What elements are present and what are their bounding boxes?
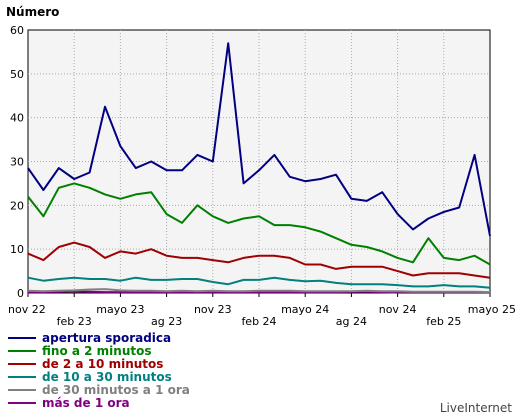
x-tick-label: nov 24 <box>379 303 417 316</box>
x-tick-label: mayo 25 <box>468 303 516 316</box>
y-tick-label: 60 <box>10 24 24 37</box>
x-tick-label: feb 25 <box>426 315 461 328</box>
y-tick-label: 0 <box>17 287 24 300</box>
brand-label: LiveInternet <box>440 401 512 415</box>
x-tick-label: nov 22 <box>8 303 46 316</box>
x-tick-label: feb 23 <box>57 315 92 328</box>
series-lines <box>27 42 491 294</box>
legend-label: apertura sporadica <box>42 331 171 345</box>
x-tick-label: mayo 23 <box>96 303 144 316</box>
y-tick-label: 20 <box>10 199 24 212</box>
x-axis-ticks: nov 22 feb 23 mayo 23 ag 23 nov 23 feb 24 mayo… <box>8 293 516 328</box>
x-tick-label: nov 23 <box>194 303 232 316</box>
x-tick-label: ag 23 <box>151 315 182 328</box>
y-axis-ticks: 0 10 20 30 40 50 60 <box>10 24 24 300</box>
x-tick-label: feb 24 <box>241 315 276 328</box>
y-tick-label: 10 <box>10 243 24 256</box>
series-line-4 <box>27 288 491 294</box>
y-tick-label: 50 <box>10 68 24 81</box>
series-line-0 <box>27 42 491 237</box>
y-tick-label: 30 <box>10 156 24 169</box>
legend-label: de 10 a 30 minutos <box>42 370 172 384</box>
x-tick-label: ag 24 <box>336 315 367 328</box>
series-line-2 <box>27 241 491 279</box>
legend-label: más de 1 ora <box>42 396 130 410</box>
x-tick-label: mayo 24 <box>281 303 329 316</box>
y-tick-label: 40 <box>10 112 24 125</box>
legend-label: de 30 minutos a 1 ora <box>42 383 190 397</box>
y-axis-title: Número <box>6 5 59 19</box>
series-line-3 <box>27 276 491 289</box>
legend-label: fino a 2 minutos <box>42 344 152 358</box>
grid <box>28 30 490 293</box>
legend-label: de 2 a 10 minutos <box>42 357 163 371</box>
series-line-1 <box>27 182 491 266</box>
